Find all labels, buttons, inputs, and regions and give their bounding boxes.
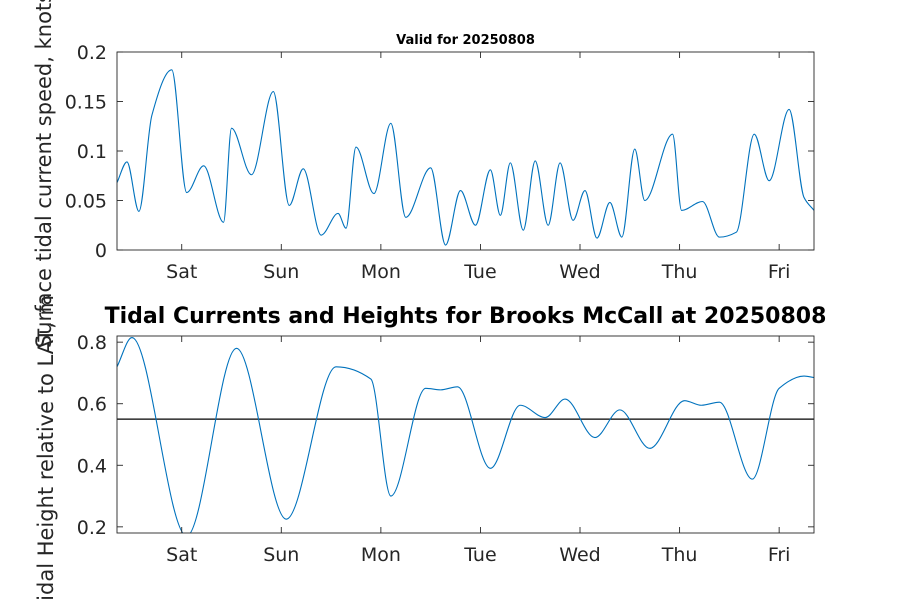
chart-title: Valid for 20250808: [396, 33, 535, 48]
xtick-label: Sun: [263, 261, 299, 283]
xtick-label: Wed: [559, 544, 600, 566]
ytick-label: 0.2: [77, 42, 107, 64]
xtick-label: Sat: [166, 544, 197, 566]
y-axis-label: Surface tidal current speed, knots: [32, 0, 56, 348]
xtick-label: Sun: [263, 544, 299, 566]
y-axis-label: Tidal Height relative to LAT, m: [34, 295, 58, 600]
tidal-height-panel: 0.2 0.4 0.6 0.8 Sat Sun Mon Tue Wed Thu Fri Tidal C…: [34, 295, 826, 600]
current-speed-panel: 0 0.05 0.1 0.15 0.2 Sat Sun Mon Tue Wed Thu Fri Vali…: [32, 0, 815, 348]
xtick-label: Thu: [661, 544, 698, 566]
xtick-label: Tue: [463, 544, 496, 566]
xtick-label: Mon: [361, 261, 401, 283]
ytick-label: 0.8: [77, 332, 107, 354]
xtick-label: Wed: [559, 261, 600, 283]
plot-area: [117, 52, 814, 250]
series-line-0: [117, 336, 814, 533]
xtick-label: Fri: [768, 261, 791, 283]
ytick-label: 0.4: [77, 455, 107, 477]
ytick-label: 0.05: [65, 191, 107, 213]
xtick-label: Sat: [166, 261, 197, 283]
chart-title: Tidal Currents and Heights for Brooks Mc…: [105, 304, 827, 329]
ytick-label: 0.1: [77, 141, 107, 163]
xtick-label: Tue: [463, 261, 496, 283]
ytick-label: 0.15: [65, 92, 107, 114]
ytick-label: 0.6: [77, 394, 107, 416]
ytick-label: 0: [95, 240, 107, 262]
xtick-label: Fri: [768, 544, 791, 566]
xtick-label: Thu: [661, 261, 698, 283]
xtick-label: Mon: [361, 544, 401, 566]
ytick-label: 0.2: [77, 517, 107, 539]
axes-frame: [116, 335, 815, 534]
plot-area: [117, 336, 814, 533]
series-line-0: [117, 69, 814, 246]
